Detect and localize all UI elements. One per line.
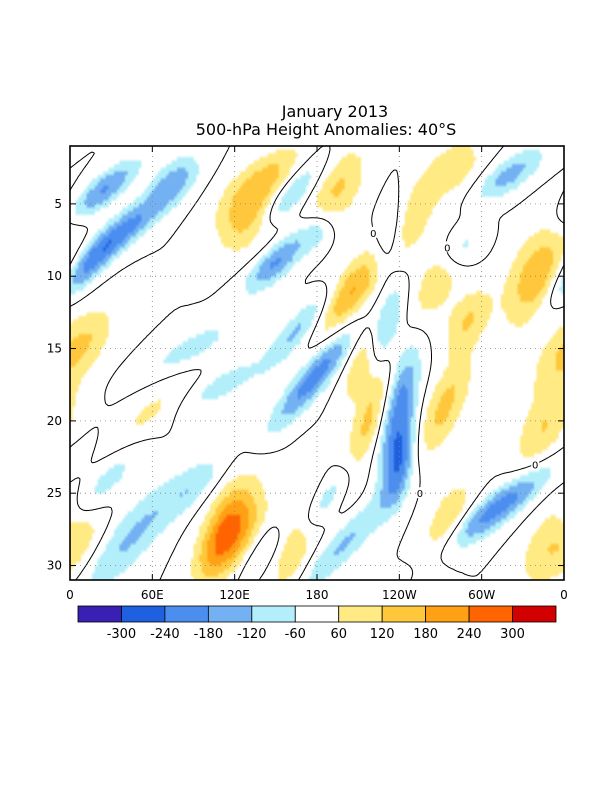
x-axis: 0 60E 120E 180 120W 60W 0 bbox=[66, 146, 568, 602]
contour-label: 0 bbox=[370, 229, 376, 240]
chart-title: January 2013 bbox=[281, 102, 388, 121]
colorbar-label: 180 bbox=[413, 627, 438, 642]
colorbar-swatch bbox=[77, 605, 122, 623]
x-tick-label: 0 bbox=[560, 588, 568, 602]
x-tick-label: 0 bbox=[66, 588, 74, 602]
y-axis: 5 10 15 20 25 30 bbox=[47, 197, 564, 573]
x-tick-label: 120W bbox=[382, 588, 417, 602]
colorbar-label: 120 bbox=[370, 627, 395, 642]
y-tick-label: 20 bbox=[47, 414, 62, 428]
y-tick-label: 10 bbox=[47, 269, 62, 283]
contour-label: 0 bbox=[532, 460, 538, 471]
colorbar-label: -120 bbox=[237, 627, 267, 642]
colorbar-swatch bbox=[251, 605, 296, 623]
colorbar-label: -240 bbox=[150, 627, 180, 642]
colorbar-label: 60 bbox=[330, 627, 347, 642]
y-tick-label: 5 bbox=[54, 197, 62, 211]
colorbar-label: -60 bbox=[285, 627, 306, 642]
colorbar-swatch bbox=[164, 605, 209, 623]
colorbar-swatch bbox=[381, 605, 427, 623]
colorbar-swatch bbox=[338, 605, 383, 623]
colorbar-label: -180 bbox=[194, 627, 224, 642]
colorbar-swatch bbox=[294, 605, 340, 623]
x-tick-label: 60E bbox=[141, 588, 164, 602]
y-tick-label: 15 bbox=[47, 342, 62, 356]
contour-label-bg bbox=[531, 458, 540, 470]
contour-label-bg bbox=[415, 487, 424, 499]
contour-label-bg bbox=[369, 226, 378, 238]
colorbar-swatch bbox=[512, 605, 557, 623]
x-tick-label: 60W bbox=[468, 588, 495, 602]
colorbar-swatch bbox=[207, 605, 253, 623]
colorbar-label: 300 bbox=[500, 627, 525, 642]
colorbar-swatch bbox=[121, 605, 166, 623]
plot-area: 0 0 0 0 0 60E 120E 180 120W 60W 0 5 10 15 20 25 30 bbox=[47, 145, 568, 602]
x-tick-label: 180 bbox=[306, 588, 329, 602]
colorbar: -300 -240 -180 -120 -60 60 120 180 240 300 bbox=[77, 605, 557, 642]
colorbar-label: 240 bbox=[457, 627, 482, 642]
contour-label: 0 bbox=[417, 489, 423, 500]
contour-label-bg bbox=[443, 241, 452, 253]
contour-label: 0 bbox=[444, 243, 450, 254]
y-tick-label: 30 bbox=[47, 559, 62, 573]
colorbar-swatch bbox=[468, 605, 513, 623]
y-tick-label: 25 bbox=[47, 486, 62, 500]
chart-subtitle: 500-hPa Height Anomalies: 40°S bbox=[196, 120, 457, 139]
colorbar-swatch bbox=[425, 605, 470, 623]
colorbar-label: -300 bbox=[107, 627, 137, 642]
x-tick-label: 120E bbox=[219, 588, 250, 602]
